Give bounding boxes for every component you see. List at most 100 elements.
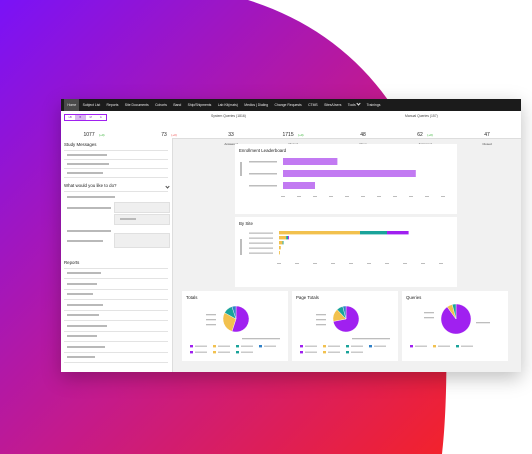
tab-shipments[interactable]: Ship/Shipments xyxy=(187,103,212,107)
report-item[interactable] xyxy=(67,335,97,337)
legend-label xyxy=(218,345,230,347)
action-box[interactable] xyxy=(114,202,170,213)
tab-trainings[interactable]: Trainings xyxy=(366,103,381,107)
divider xyxy=(64,331,168,332)
callout-label xyxy=(424,317,434,319)
by-site-scroll-handle[interactable] xyxy=(240,239,242,255)
row-label-placeholder xyxy=(249,185,277,187)
tab-tools[interactable]: Tools xyxy=(345,99,364,111)
stat-label: Closed xyxy=(482,142,492,146)
divider xyxy=(64,168,168,169)
period-m[interactable]: M xyxy=(89,116,92,119)
period-selector[interactable]: LB B M A xyxy=(64,114,107,121)
action-item[interactable] xyxy=(67,240,103,242)
row-label-placeholder xyxy=(249,242,273,244)
legend-swatch xyxy=(410,345,413,348)
tab-reports[interactable]: Reports xyxy=(106,103,119,107)
legend-label xyxy=(438,345,450,347)
divider xyxy=(64,352,168,353)
tab-ctms[interactable]: CTMS xyxy=(308,103,318,107)
by-site-card: By Site xyxy=(235,217,457,287)
report-item[interactable] xyxy=(67,304,103,306)
tab-subject-list[interactable]: Subject List xyxy=(82,103,101,107)
legend-label xyxy=(195,351,207,353)
x-tick xyxy=(331,263,335,264)
card-title: Page Totals xyxy=(296,295,319,300)
legend-label xyxy=(218,351,230,353)
bar xyxy=(283,158,338,165)
enrollment-scroll-handle[interactable] xyxy=(240,162,242,176)
bar-segment xyxy=(282,241,284,245)
row-label-placeholder xyxy=(249,232,273,234)
stat-value: 47 xyxy=(484,132,490,138)
chevron-down-icon[interactable] xyxy=(164,184,170,189)
legend-swatch xyxy=(300,345,303,348)
card-title: Queries xyxy=(406,295,422,300)
report-item[interactable] xyxy=(67,346,105,348)
pie-slice xyxy=(231,305,250,333)
bar-segment xyxy=(286,236,288,240)
tab-cohorts[interactable]: Cohorts xyxy=(155,103,167,107)
tab-lab-kits[interactable]: Lab Kit(mats) xyxy=(217,103,238,107)
x-tick xyxy=(403,263,407,264)
bar-segment xyxy=(279,246,281,250)
pie-slice xyxy=(231,305,237,320)
x-tick xyxy=(441,196,445,197)
x-tick xyxy=(377,196,381,197)
report-item[interactable] xyxy=(67,283,97,285)
reports-heading: Reports xyxy=(64,260,80,265)
tab-sites-users[interactable]: Sites/Users xyxy=(324,103,342,107)
action-input[interactable] xyxy=(114,214,170,225)
divider xyxy=(64,299,168,300)
tab-site-documents[interactable]: Site Documents xyxy=(124,103,149,107)
divider xyxy=(64,289,168,290)
stat-closed-system: 1715 (+4) Closed xyxy=(273,123,313,146)
message-item[interactable] xyxy=(67,172,103,174)
action-item[interactable] xyxy=(67,196,115,198)
legend-swatch xyxy=(190,345,193,348)
tab-band[interactable]: Band xyxy=(173,103,182,107)
stat-value: 62 xyxy=(417,132,423,138)
what-to-do-heading: What would you like to do? xyxy=(64,183,117,188)
page-totals-pie-chart xyxy=(300,305,390,354)
report-item[interactable] xyxy=(67,325,107,327)
report-item[interactable] xyxy=(67,293,93,295)
action-item[interactable] xyxy=(67,207,111,209)
report-item[interactable] xyxy=(67,314,99,316)
bar xyxy=(283,170,416,177)
stat-answered-manual: 62 (+3) Answered xyxy=(405,123,445,146)
period-b[interactable]: B xyxy=(75,115,86,120)
system-queries-title: System Queries (1816) xyxy=(211,114,246,118)
callout-label xyxy=(206,319,216,321)
divider xyxy=(64,159,168,160)
action-box[interactable] xyxy=(114,233,170,248)
tab-home[interactable]: Home xyxy=(64,99,80,111)
stat-closed-manual: 47 Closed xyxy=(467,123,507,146)
message-item[interactable] xyxy=(67,154,107,156)
report-item[interactable] xyxy=(67,356,95,358)
legend-label xyxy=(328,345,340,347)
tab-medics[interactable]: Medics | Dialing xyxy=(244,103,269,107)
report-item[interactable] xyxy=(67,272,101,274)
callout-label xyxy=(316,324,326,326)
callout-label xyxy=(316,314,326,316)
action-item[interactable] xyxy=(67,230,111,232)
bar-segment xyxy=(279,241,283,245)
message-item[interactable] xyxy=(67,163,109,165)
legend-swatch xyxy=(456,345,459,348)
x-tick xyxy=(295,263,299,264)
divider xyxy=(64,177,168,178)
x-tick xyxy=(385,263,389,264)
callout-label xyxy=(206,314,216,316)
x-tick xyxy=(439,263,443,264)
legend-label xyxy=(461,345,473,347)
enrollment-chart xyxy=(240,158,445,197)
tab-change-requests[interactable]: Change Requests xyxy=(274,103,302,107)
chevron-down-icon xyxy=(356,101,361,106)
period-a[interactable]: A xyxy=(100,116,102,119)
period-lb[interactable]: LB xyxy=(68,116,72,119)
x-tick xyxy=(421,263,425,264)
legend-swatch xyxy=(236,345,239,348)
queries-card: Queries xyxy=(402,291,508,361)
stat-delta: (+4) xyxy=(99,133,105,137)
